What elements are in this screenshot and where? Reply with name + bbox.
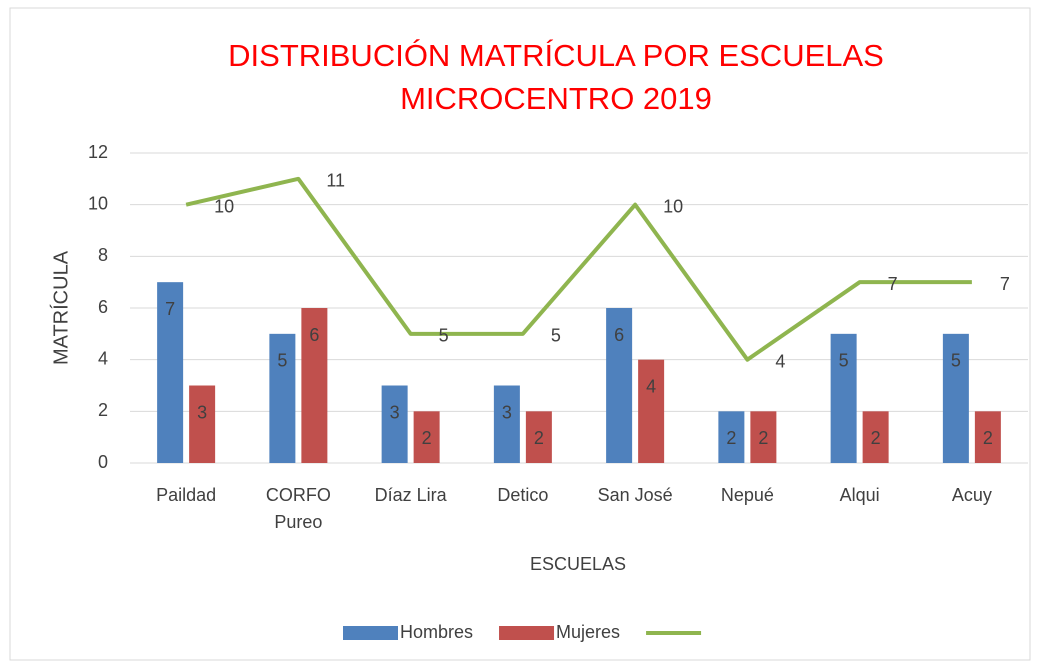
y-tick-label: 10 bbox=[88, 193, 108, 213]
bar bbox=[862, 411, 889, 463]
x-tick-label: San José bbox=[597, 485, 673, 505]
y-tick-label: 8 bbox=[98, 245, 108, 265]
data-label: 5 bbox=[839, 351, 849, 371]
chart-title: MICROCENTRO 2019 bbox=[400, 81, 712, 116]
bar bbox=[269, 333, 296, 463]
data-label: 5 bbox=[439, 326, 449, 346]
x-tick-label: Díaz Lira bbox=[374, 485, 447, 505]
data-label: 11 bbox=[326, 171, 345, 191]
data-label: 7 bbox=[888, 274, 898, 294]
data-label: 7 bbox=[165, 299, 175, 319]
x-tick-label: Acuy bbox=[951, 485, 992, 505]
y-tick-label: 4 bbox=[98, 348, 108, 368]
data-label: 3 bbox=[390, 402, 400, 422]
bar bbox=[525, 411, 552, 463]
legend-label: Mujeres bbox=[556, 622, 620, 642]
bar bbox=[638, 359, 665, 463]
x-tick-label: Alqui bbox=[839, 485, 880, 505]
y-tick-label: 12 bbox=[88, 142, 108, 162]
legend-swatch bbox=[499, 626, 555, 640]
y-tick-label: 0 bbox=[98, 452, 108, 472]
data-label: 2 bbox=[422, 428, 432, 448]
data-label: 6 bbox=[309, 325, 319, 345]
bar bbox=[718, 411, 745, 463]
legend-swatch bbox=[343, 626, 398, 640]
data-label: 10 bbox=[663, 196, 683, 216]
legend-label: Hombres bbox=[400, 622, 473, 642]
bar bbox=[189, 385, 216, 463]
bar bbox=[381, 385, 408, 463]
bar bbox=[830, 333, 857, 463]
data-label: 7 bbox=[1000, 274, 1010, 294]
y-tick-label: 2 bbox=[98, 400, 108, 420]
data-label: 3 bbox=[197, 402, 207, 422]
bar bbox=[413, 411, 440, 463]
bar bbox=[942, 333, 969, 463]
data-label: 4 bbox=[646, 376, 656, 396]
data-label: 6 bbox=[614, 325, 624, 345]
data-label: 2 bbox=[983, 428, 993, 448]
x-tick-label: Detico bbox=[497, 485, 549, 505]
data-label: 2 bbox=[726, 428, 736, 448]
data-label: 2 bbox=[534, 428, 544, 448]
x-tick-label: Paildad bbox=[156, 485, 217, 505]
x-tick-label: CORFO Pureo bbox=[265, 485, 331, 532]
data-label: 3 bbox=[502, 402, 512, 422]
bar bbox=[750, 411, 777, 463]
bar bbox=[493, 385, 520, 463]
chart-border bbox=[9, 7, 1031, 661]
bar bbox=[606, 308, 633, 463]
data-label: 5 bbox=[277, 351, 287, 371]
data-label: 4 bbox=[775, 351, 785, 371]
data-label: 5 bbox=[551, 326, 561, 346]
chart-title: DISTRIBUCIÓN MATRÍCULA POR ESCUELAS bbox=[228, 38, 884, 73]
bar bbox=[301, 308, 328, 463]
x-axis-label: ESCUELAS bbox=[530, 554, 626, 574]
bar bbox=[157, 282, 184, 463]
data-label: 10 bbox=[214, 196, 234, 216]
y-tick-label: 6 bbox=[98, 297, 108, 317]
line bbox=[185, 176, 972, 362]
data-label: 2 bbox=[871, 428, 881, 448]
data-label: 2 bbox=[758, 428, 768, 448]
bar bbox=[974, 411, 1001, 463]
data-label: 5 bbox=[951, 351, 961, 371]
y-axis-label: MATRÍCULA bbox=[49, 250, 72, 365]
x-tick-label: Nepué bbox=[720, 485, 774, 505]
